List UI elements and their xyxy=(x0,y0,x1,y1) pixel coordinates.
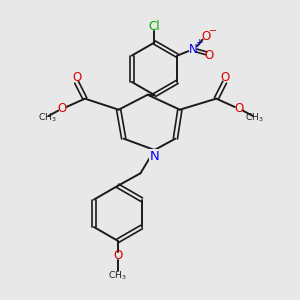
Text: Cl: Cl xyxy=(149,20,160,33)
Text: CH$_3$: CH$_3$ xyxy=(108,269,127,282)
Text: O: O xyxy=(235,102,244,115)
Text: O: O xyxy=(57,102,67,115)
Text: CH$_3$: CH$_3$ xyxy=(245,111,263,124)
Text: O: O xyxy=(220,71,229,84)
Text: O: O xyxy=(202,30,211,43)
Text: −: − xyxy=(209,26,217,36)
Text: CH$_3$: CH$_3$ xyxy=(38,111,56,124)
Text: N: N xyxy=(189,43,198,56)
Text: O: O xyxy=(72,71,81,84)
Text: N: N xyxy=(150,150,159,163)
Text: O: O xyxy=(205,49,214,62)
Text: O: O xyxy=(113,249,122,262)
Text: +: + xyxy=(195,38,203,47)
